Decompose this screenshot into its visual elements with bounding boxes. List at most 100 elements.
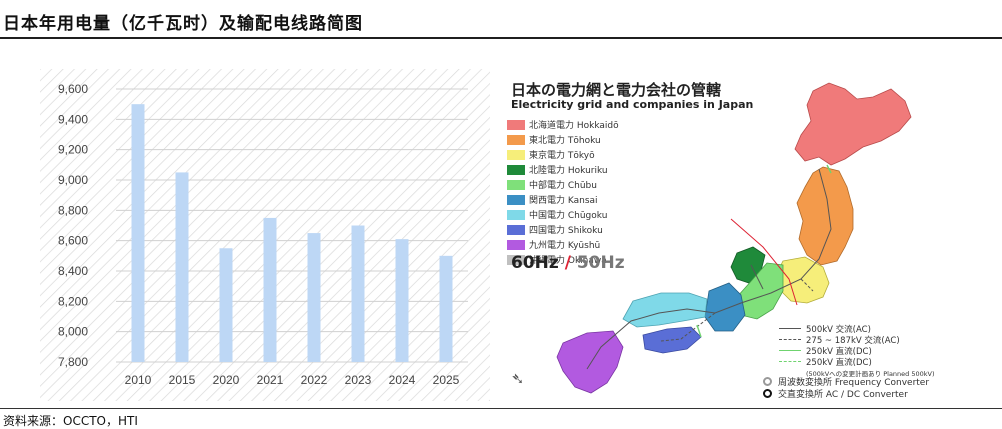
line-label: 250kV 直流(DC) [806,346,872,357]
legend-swatch [507,164,525,175]
legend-label: 中国電力 Chūgoku [529,211,608,221]
legend-item: 中国電力 Chūgoku [507,207,619,222]
x-tick-label: 2024 [389,373,416,387]
line-label: 275 ~ 187kV 交流(AC) [806,335,900,346]
legend-item: 関西電力 Kansai [507,192,619,207]
line-legend-item: 250kV 直流(DC) [779,356,935,368]
legend-item: 北海道電力 Hokkaidō [507,117,619,132]
y-tick-label: 8,800 [58,203,88,217]
legend-swatch [507,134,525,145]
line-sample [779,350,801,351]
legend-item: 四国電力 Shikoku [507,222,619,237]
legend-item: 沖縄電力 Okinawa [507,252,619,267]
y-tick-label: 9,600 [58,82,88,96]
line-legend-item: 275 ~ 187kV 交流(AC) [779,334,935,346]
line-legend-item: (500kVへの変更計画あり Planned 500kV) [779,367,935,378]
y-tick-label: 8,600 [58,234,88,248]
legend-label: 中部電力 Chūbu [529,181,597,191]
line-legend-item: 500kV 交流(AC) [779,323,935,335]
region-hokkaido [794,82,912,166]
x-tick-label: 2020 [213,373,240,387]
line-sample [779,339,801,340]
dc-lines [696,164,832,338]
converter-legend-item: 交直変換所 AC / DC Converter [763,387,929,400]
legend-swatch [507,119,525,130]
bar-2022 [307,233,321,362]
legend-swatch [507,254,525,265]
x-tick-label: 2025 [433,373,460,387]
legend-item: 北陸電力 Hokuriku [507,162,619,177]
x-tick-label: 2023 [345,373,372,387]
y-tick-label: 9,200 [58,143,88,157]
legend-label: 東北電力 Tōhoku [529,136,601,146]
line-label: (500kVへの変更計画あり Planned 500kV) [806,369,935,378]
hz-separator: / [564,253,571,273]
legend-label: 関西電力 Kansai [529,196,598,206]
frequency-label: 60Hz / 50Hz [511,253,625,273]
map-title-jp: 日本の電力網と電力会社の管轄 [511,81,722,99]
line-label: 500kV 交流(AC) [806,324,871,335]
transmission-lines [586,168,832,370]
y-tick-label: 9,000 [58,173,88,187]
legend-label: 沖縄電力 Okinawa [529,256,607,266]
page-title: 日本年用电量（亿千瓦时）及输配电线路简图 [3,14,363,34]
bar-2023 [351,225,365,362]
region-chugoku [622,292,708,328]
hz-50-label: 50Hz [576,253,625,273]
bar-2021 [263,217,277,362]
legend-swatch [507,149,525,160]
line-sample [779,361,801,362]
bar-2010 [131,104,145,362]
legend-label: 北海道電力 Hokkaidō [529,121,619,131]
line-legend-item: 250kV 直流(DC) [779,345,935,357]
bar-2020 [219,248,233,362]
legend-swatch [507,224,525,235]
legend-swatch [507,179,525,190]
region-tohoku [796,166,854,266]
acdc-converter-icon [763,388,772,398]
y-tick-label: 7,800 [58,355,88,369]
hz-60-label: 60Hz [511,253,559,273]
region-kyushu [556,330,624,394]
bar-2025 [439,255,453,362]
legend-item: 中部電力 Chūbu [507,177,619,192]
map-title-en: Electricity grid and companies in Japan [511,98,754,111]
converter-legend: 周波数変換所 Frequency Converter 交直変換所 AC / DC… [763,375,930,400]
converter-label: 周波数変換所 Frequency Converter [778,377,930,388]
x-tick-label: 2010 [125,373,152,387]
frequency-boundary [730,218,798,306]
japan-map-svg [556,82,912,394]
footer-divider [0,408,1002,409]
company-legend: 北海道電力 Hokkaidō 東北電力 Tōhoku 東京電力 Tōkyō 北陸… [507,117,619,267]
source-note: 资料来源：OCCTO，HTI [3,414,138,428]
legend-swatch [507,239,525,250]
frequency-converter-icon [763,376,772,386]
legend-item: 東京電力 Tōkyō [507,147,619,162]
x-tick-label: 2021 [257,373,284,387]
y-tick-label: 8,000 [58,325,88,339]
bar-2024 [395,239,409,362]
compass-icon: ➴ [511,369,525,388]
line-legend: 500kV 交流(AC) 275 ~ 187kV 交流(AC) 250kV 直流… [779,323,935,378]
electricity-bar-chart: 9,600 9,400 9,200 9,000 8,800 8,600 8,400 8,200… [40,69,490,401]
converter-label: 交直変換所 AC / DC Converter [778,389,908,400]
y-tick-label: 8,400 [58,264,88,278]
legend-label: 東京電力 Tōkyō [529,151,595,161]
legend-swatch [507,194,525,205]
line-label: 250kV 直流(DC) [806,357,872,368]
legend-item: 九州電力 Kyūshū [507,237,619,252]
japan-grid-map-panel: 日本の電力網と電力会社の管轄 Electricity grid and comp… [501,69,995,401]
x-tick-label: 2015 [169,373,196,387]
legend-label: 四国電力 Shikoku [529,226,603,236]
region-kansai [704,282,746,332]
legend-label: 北陸電力 Hokuriku [529,166,608,176]
converter-legend-item: 周波数変換所 Frequency Converter [763,375,930,388]
legend-swatch [507,209,525,220]
y-tick-label: 8,200 [58,294,88,308]
y-tick-label: 9,400 [58,112,88,126]
legend-item: 東北電力 Tōhoku [507,132,619,147]
x-tick-label: 2022 [301,373,328,387]
title-divider [0,37,1002,39]
bar-2015 [175,172,189,362]
bar-chart-svg: 9,600 9,400 9,200 9,000 8,800 8,600 8,400 8,200… [40,69,490,401]
